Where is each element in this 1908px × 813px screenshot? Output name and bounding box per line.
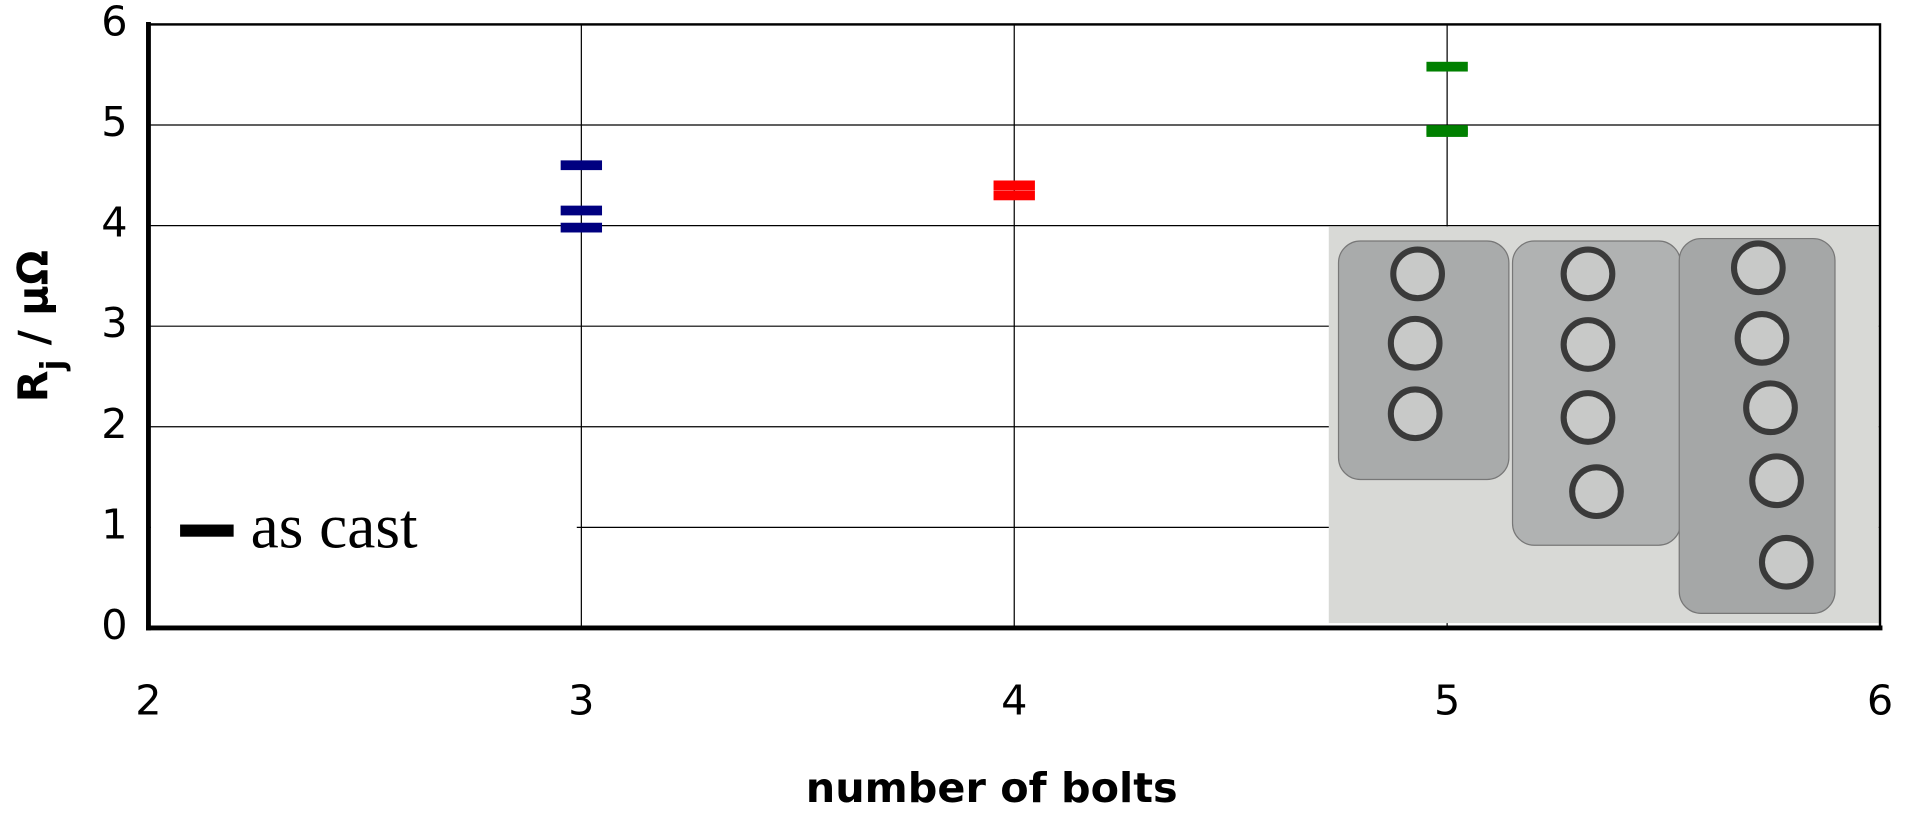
- photo-inset: [1328, 226, 1879, 624]
- y-tick-label: 1: [101, 500, 127, 548]
- marker: [560, 205, 603, 216]
- y-tick-label: 2: [101, 400, 127, 448]
- y-tick-label: 5: [101, 98, 127, 146]
- marker: [1426, 61, 1468, 72]
- y-axis-label: Rj / μΩ: [10, 250, 72, 402]
- y-label-part: j: [36, 360, 72, 373]
- markers: [560, 61, 1468, 233]
- y-tick-label: 0: [101, 601, 127, 649]
- x-tick-label: 4: [1001, 676, 1027, 724]
- legend-label: as cast: [251, 492, 418, 562]
- y-label-part: / μΩ: [10, 250, 58, 360]
- marker: [993, 190, 1035, 201]
- marker: [993, 180, 1035, 191]
- y-label-part: R: [10, 370, 58, 402]
- x-axis-label: number of bolts: [806, 764, 1178, 812]
- marker: [1426, 127, 1468, 137]
- marker: [560, 160, 603, 171]
- x-tick-label: 3: [568, 676, 594, 724]
- y-tick-label: 6: [101, 0, 127, 45]
- y-tick-label: 4: [101, 199, 127, 247]
- y-tick-label: 3: [101, 299, 127, 347]
- marker: [560, 222, 603, 233]
- x-tick-label: 2: [135, 676, 161, 724]
- legend-marker: [180, 524, 234, 537]
- x-tick-label: 5: [1434, 676, 1460, 724]
- x-tick-label: 6: [1867, 676, 1893, 724]
